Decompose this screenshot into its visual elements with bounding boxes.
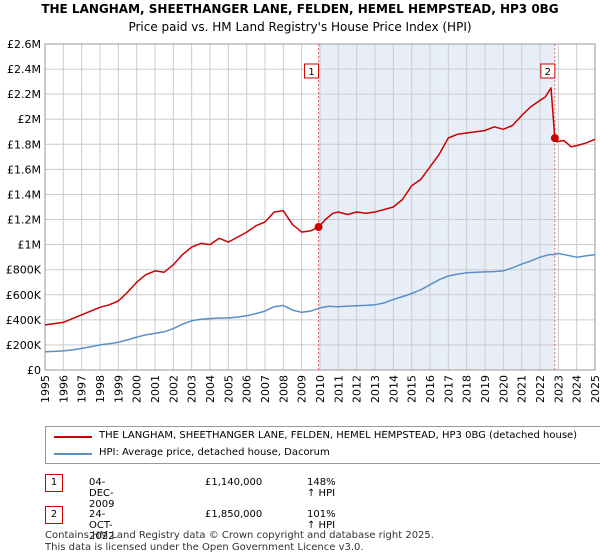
x-tick-label: 2019 — [479, 375, 492, 403]
x-tick-label: 2000 — [131, 375, 144, 403]
x-tick-label: 2022 — [534, 375, 547, 403]
x-tick-label: 2016 — [424, 375, 437, 403]
sale-point — [550, 134, 559, 143]
x-tick-label: 2014 — [387, 375, 400, 403]
x-tick-label: 2003 — [186, 375, 199, 403]
sale-badge: 1 — [45, 474, 63, 492]
plot-area: £0 £200K £400K £600K £800K £1M £1.2M £1.4M £1.6M… — [6, 38, 600, 403]
x-tick-label: 2013 — [369, 375, 382, 403]
legend: THE LANGHAM, SHEETHANGER LANE, FELDEN, H… — [45, 426, 600, 464]
y-tick-label: £1M — [18, 239, 42, 252]
x-tick-label: 2010 — [314, 375, 327, 403]
y-tick-label: £2.6M — [7, 38, 41, 51]
x-tick-label: 2024 — [571, 375, 584, 403]
y-tick-label: £2M — [18, 113, 42, 126]
x-tick-label: 2004 — [204, 375, 217, 403]
x-tick-label: 1999 — [112, 375, 125, 403]
y-tick-label: £800K — [6, 264, 42, 277]
sale-badge-box — [304, 63, 320, 79]
y-tick-label: £0 — [27, 364, 41, 377]
legend-label-property: THE LANGHAM, SHEETHANGER LANE, FELDEN, H… — [99, 430, 578, 441]
sale-hpi-change: 148% ↑ HPI — [307, 477, 336, 499]
x-tick-label: 1996 — [57, 375, 70, 403]
price-chart: £0 £200K £400K £600K £800K £1M £1.2M £1.4M £1.6M… — [6, 38, 600, 403]
sale-badge: 2 — [45, 506, 63, 524]
y-tick-label: £600K — [6, 289, 42, 302]
x-tick-label: 2021 — [516, 375, 529, 403]
x-tick-label: 2018 — [461, 375, 474, 403]
x-tick-label: 2012 — [351, 375, 364, 403]
legend-swatch-hpi — [54, 453, 92, 455]
x-tick-label: 2009 — [296, 375, 309, 403]
x-tick-label: 2002 — [167, 375, 180, 403]
x-tick-label: 2025 — [589, 375, 600, 403]
x-tick-label: 2007 — [259, 375, 272, 403]
x-tick-label: 2023 — [552, 375, 565, 403]
y-tick-label: £2.2M — [7, 88, 41, 101]
chart-title: THE LANGHAM, SHEETHANGER LANE, FELDEN, H… — [41, 2, 559, 16]
x-tick-label: 2015 — [406, 375, 419, 403]
x-tick-label: 2005 — [222, 375, 235, 403]
x-tick-label: 2011 — [332, 375, 345, 403]
y-tick-label: £1.2M — [7, 214, 41, 227]
sale-badge-box — [540, 63, 556, 79]
legend-swatch-property — [54, 436, 92, 438]
footer-licence: This data is licensed under the Open Gov… — [45, 542, 364, 553]
sale-point — [314, 223, 323, 232]
x-tick-label: 2006 — [241, 375, 254, 403]
sale-price: £1,140,000 — [205, 477, 263, 488]
y-tick-label: £200K — [6, 339, 42, 352]
x-tick-label: 1995 — [39, 375, 52, 403]
legend-label-hpi: HPI: Average price, detached house, Daco… — [99, 447, 330, 458]
sale-badge-label: 2 — [545, 67, 551, 78]
y-tick-label: £1.4M — [7, 188, 41, 201]
x-tick-label: 1997 — [76, 375, 89, 403]
sale-hpi-change: 101% ↑ HPI — [307, 509, 336, 531]
sale-price: £1,850,000 — [205, 509, 263, 520]
y-tick-label: £1.6M — [7, 163, 41, 176]
sale-badge-label: 1 — [308, 67, 314, 78]
x-tick-label: 2020 — [497, 375, 510, 403]
x-tick-label: 1998 — [94, 375, 107, 403]
ownership-shade — [318, 44, 555, 370]
footer-copyright: Contains HM Land Registry data © Crown c… — [45, 530, 434, 541]
y-tick-label: £400K — [6, 314, 42, 327]
sale-date: 24-OCT-2022 — [89, 509, 115, 542]
y-tick-label: £1.8M — [7, 138, 41, 151]
plot-border — [44, 43, 596, 371]
x-tick-label: 2017 — [442, 375, 455, 403]
sale-date: 04-DEC-2009 — [89, 477, 115, 510]
x-tick-label: 2001 — [149, 375, 162, 403]
hpi-series-line — [44, 252, 596, 353]
chart-subtitle: Price paid vs. HM Land Registry's House … — [128, 20, 472, 34]
y-tick-label: £2.4M — [7, 63, 41, 76]
x-tick-label: 2008 — [277, 375, 290, 403]
property-series-line — [44, 87, 596, 326]
